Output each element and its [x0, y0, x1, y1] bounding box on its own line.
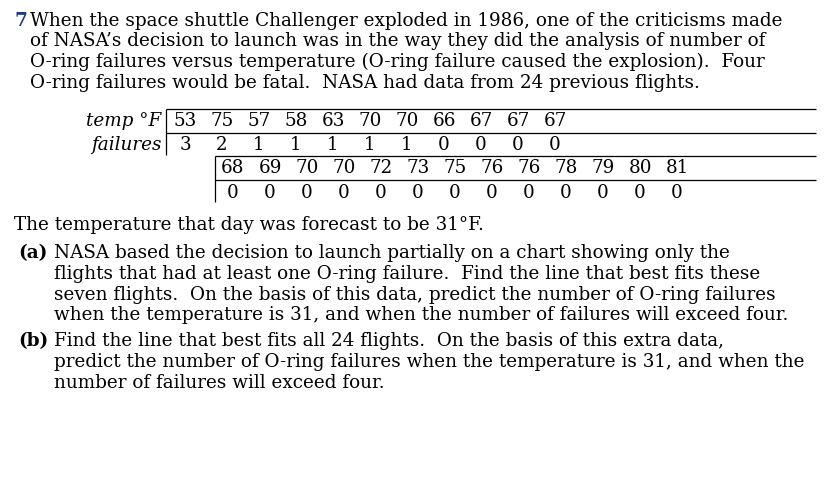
Text: 0: 0 — [549, 136, 561, 155]
Text: 0: 0 — [597, 184, 609, 201]
Text: NASA based the decision to launch partially on a chart showing only the: NASA based the decision to launch partia… — [54, 244, 730, 263]
Text: 75: 75 — [444, 159, 467, 177]
Text: number of failures will exceed four.: number of failures will exceed four. — [54, 374, 385, 391]
Text: 75: 75 — [211, 112, 234, 130]
Text: 67: 67 — [544, 112, 567, 130]
Text: 0: 0 — [475, 136, 487, 155]
Text: 72: 72 — [369, 159, 392, 177]
Text: 3: 3 — [179, 136, 191, 155]
Text: 79: 79 — [591, 159, 615, 177]
Text: 76: 76 — [517, 159, 541, 177]
Text: 7: 7 — [14, 12, 27, 30]
Text: 68: 68 — [221, 159, 244, 177]
Text: 58: 58 — [284, 112, 308, 130]
Text: 76: 76 — [480, 159, 504, 177]
Text: temp °F: temp °F — [86, 112, 161, 130]
Text: Find the line that best fits all 24 flights.  On the basis of this extra data,: Find the line that best fits all 24 flig… — [54, 333, 724, 350]
Text: The temperature that day was forecast to be 31°F.: The temperature that day was forecast to… — [14, 216, 484, 234]
Text: 0: 0 — [523, 184, 535, 201]
Text: 0: 0 — [375, 184, 387, 201]
Text: 0: 0 — [512, 136, 524, 155]
Text: 69: 69 — [259, 159, 282, 177]
Text: 67: 67 — [469, 112, 492, 130]
Text: 0: 0 — [560, 184, 572, 201]
Text: 63: 63 — [321, 112, 344, 130]
Text: 53: 53 — [173, 112, 197, 130]
Text: 0: 0 — [449, 184, 461, 201]
Text: O-ring failures versus temperature (O-ring failure caused the explosion).  Four: O-ring failures versus temperature (O-ri… — [30, 53, 765, 71]
Text: 0: 0 — [227, 184, 239, 201]
Text: 1: 1 — [254, 136, 265, 155]
Text: When the space shuttle Challenger exploded in 1986, one of the criticisms made: When the space shuttle Challenger explod… — [30, 12, 782, 30]
Text: of NASA’s decision to launch was in the way they did the analysis of number of: of NASA’s decision to launch was in the … — [30, 32, 766, 51]
Text: 73: 73 — [406, 159, 430, 177]
Text: O-ring failures would be fatal.  NASA had data from 24 previous flights.: O-ring failures would be fatal. NASA had… — [30, 73, 700, 92]
Text: 67: 67 — [506, 112, 529, 130]
Text: 0: 0 — [634, 184, 646, 201]
Text: (b): (b) — [18, 333, 48, 350]
Text: predict the number of O-ring failures when the temperature is 31, and when the: predict the number of O-ring failures wh… — [54, 353, 805, 371]
Text: 0: 0 — [438, 136, 450, 155]
Text: 0: 0 — [487, 184, 498, 201]
Text: 0: 0 — [671, 184, 683, 201]
Text: 0: 0 — [338, 184, 350, 201]
Text: when the temperature is 31, and when the number of failures will exceed four.: when the temperature is 31, and when the… — [54, 306, 788, 324]
Text: 66: 66 — [432, 112, 456, 130]
Text: seven flights.  On the basis of this data, predict the number of O-ring failures: seven flights. On the basis of this data… — [54, 285, 776, 304]
Text: 70: 70 — [358, 112, 382, 130]
Text: 0: 0 — [264, 184, 276, 201]
Text: 80: 80 — [629, 159, 652, 177]
Text: 0: 0 — [412, 184, 424, 201]
Text: 70: 70 — [296, 159, 319, 177]
Text: 1: 1 — [327, 136, 339, 155]
Text: 70: 70 — [332, 159, 356, 177]
Text: failures: failures — [91, 136, 161, 155]
Text: 70: 70 — [396, 112, 419, 130]
Text: 57: 57 — [247, 112, 271, 130]
Text: 0: 0 — [301, 184, 313, 201]
Text: 81: 81 — [665, 159, 689, 177]
Text: 1: 1 — [364, 136, 376, 155]
Text: 1: 1 — [401, 136, 413, 155]
Text: (a): (a) — [18, 244, 47, 263]
Text: 78: 78 — [554, 159, 577, 177]
Text: 2: 2 — [216, 136, 228, 155]
Text: 1: 1 — [290, 136, 301, 155]
Text: flights that had at least one O-ring failure.  Find the line that best fits thes: flights that had at least one O-ring fai… — [54, 265, 760, 283]
